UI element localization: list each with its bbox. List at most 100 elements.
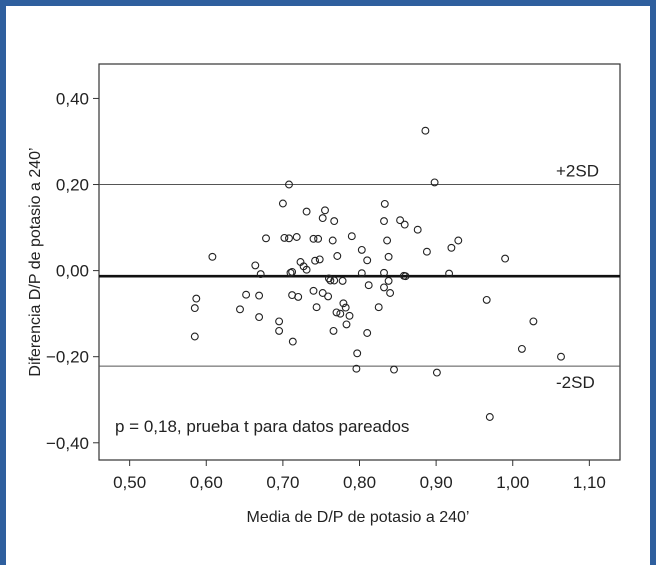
data-point bbox=[255, 313, 264, 322]
data-point bbox=[374, 303, 383, 312]
data-point bbox=[336, 309, 345, 318]
x-tick-label: 1,10 bbox=[573, 473, 606, 492]
data-point bbox=[330, 217, 339, 226]
data-point bbox=[390, 365, 398, 374]
data-point bbox=[380, 283, 388, 292]
data-point bbox=[312, 303, 321, 312]
data-point bbox=[352, 364, 361, 373]
x-tick-label: 0,60 bbox=[190, 473, 223, 492]
data-point bbox=[208, 252, 217, 261]
data-point bbox=[383, 236, 392, 245]
data-point bbox=[324, 274, 333, 283]
data-point bbox=[190, 332, 199, 341]
data-point bbox=[482, 295, 491, 304]
y-tick-label: −0,40 bbox=[46, 434, 89, 453]
data-point bbox=[380, 268, 388, 277]
x-tick-label: 0,50 bbox=[113, 473, 146, 492]
x-tick-label: 0,80 bbox=[343, 473, 376, 492]
data-point bbox=[190, 304, 199, 313]
x-tick-label: 0,90 bbox=[420, 473, 453, 492]
data-point bbox=[445, 269, 454, 278]
data-point bbox=[357, 269, 366, 278]
x-axis-title: Media de D/P de potasio a 240’ bbox=[247, 509, 470, 526]
data-point bbox=[280, 233, 289, 242]
data-point bbox=[342, 320, 351, 329]
data-point bbox=[329, 326, 338, 335]
plot-area bbox=[98, 63, 621, 461]
annotation-text: p = 0,18, prueba t para datos pareados bbox=[115, 417, 409, 436]
data-point bbox=[328, 236, 337, 245]
data-point bbox=[302, 207, 311, 216]
data-point bbox=[251, 261, 260, 270]
data-point bbox=[315, 255, 324, 264]
x-tick-label: 0,70 bbox=[266, 473, 299, 492]
data-point bbox=[501, 254, 510, 263]
data-point bbox=[262, 234, 270, 243]
data-point bbox=[286, 268, 295, 277]
data-point bbox=[330, 276, 339, 285]
data-point bbox=[302, 265, 311, 274]
data-point bbox=[345, 311, 354, 320]
data-point bbox=[432, 368, 441, 377]
data-point bbox=[557, 352, 565, 361]
data-point bbox=[311, 256, 320, 265]
data-point bbox=[255, 291, 264, 300]
data-point bbox=[347, 232, 356, 241]
data-point bbox=[447, 243, 456, 252]
data-point bbox=[292, 233, 301, 241]
data-point bbox=[324, 292, 333, 301]
data-point bbox=[288, 267, 297, 276]
data-point bbox=[314, 234, 323, 243]
data-point bbox=[333, 252, 342, 260]
upper-2sd-label: +2SD bbox=[556, 162, 599, 181]
data-point bbox=[275, 326, 284, 335]
data-point bbox=[192, 294, 201, 303]
data-point bbox=[275, 317, 284, 326]
lower-2sd-label: -2SD bbox=[556, 373, 595, 392]
data-point bbox=[454, 236, 463, 245]
y-axis-title: Diferencia D/P de potasio a 240’ bbox=[27, 147, 44, 376]
y-tick-label: 0,20 bbox=[56, 176, 89, 195]
data-point bbox=[363, 256, 372, 265]
data-point bbox=[256, 270, 265, 279]
data-point bbox=[384, 276, 393, 285]
data-point bbox=[288, 337, 297, 346]
data-point bbox=[332, 308, 341, 317]
y-tick-label: −0,20 bbox=[46, 348, 89, 367]
data-point bbox=[401, 272, 410, 281]
y-tick-label: 0,40 bbox=[56, 89, 89, 108]
data-point bbox=[364, 281, 373, 290]
data-point bbox=[386, 289, 395, 297]
data-point bbox=[309, 234, 318, 243]
data-point bbox=[353, 349, 362, 358]
data-point bbox=[278, 199, 287, 208]
data-point bbox=[413, 225, 422, 234]
data-point bbox=[285, 234, 293, 243]
data-point bbox=[421, 126, 430, 135]
data-point bbox=[430, 178, 439, 187]
data-point bbox=[341, 303, 350, 312]
data-point bbox=[357, 245, 366, 254]
data-point bbox=[396, 216, 405, 225]
data-point bbox=[236, 305, 244, 314]
data-point bbox=[400, 220, 409, 229]
data-point bbox=[422, 247, 431, 256]
data-point bbox=[363, 329, 372, 337]
data-point bbox=[339, 299, 348, 308]
data-point bbox=[380, 217, 388, 226]
data-point bbox=[384, 252, 393, 261]
data-point bbox=[326, 276, 335, 285]
data-point bbox=[338, 276, 347, 285]
data-point bbox=[485, 413, 494, 421]
data-point bbox=[318, 214, 327, 223]
data-point bbox=[380, 199, 389, 208]
data-point bbox=[309, 286, 318, 295]
data-point bbox=[285, 180, 293, 189]
data-point bbox=[321, 206, 329, 215]
x-tick-label: 1,00 bbox=[496, 473, 529, 492]
data-point bbox=[294, 292, 303, 301]
data-point bbox=[517, 344, 526, 353]
data-point bbox=[529, 317, 538, 326]
data-point bbox=[242, 290, 251, 299]
